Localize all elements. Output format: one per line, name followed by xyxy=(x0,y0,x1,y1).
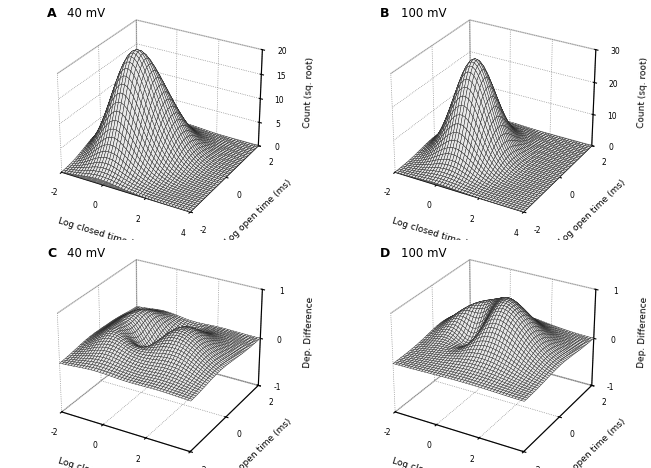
Text: 100 mV: 100 mV xyxy=(401,7,447,20)
Text: D: D xyxy=(380,247,391,260)
Y-axis label: Log open time (ms): Log open time (ms) xyxy=(557,177,627,246)
X-axis label: Log closed time (ms): Log closed time (ms) xyxy=(391,216,484,253)
X-axis label: Log closed time (ms): Log closed time (ms) xyxy=(57,216,151,253)
Text: 40 mV: 40 mV xyxy=(68,7,105,20)
Text: A: A xyxy=(47,7,57,20)
Text: 100 mV: 100 mV xyxy=(401,247,447,260)
Text: 40 mV: 40 mV xyxy=(68,247,105,260)
Text: B: B xyxy=(380,7,390,20)
Y-axis label: Log open time (ms): Log open time (ms) xyxy=(224,417,294,468)
X-axis label: Log closed time (ms): Log closed time (ms) xyxy=(57,456,151,468)
Y-axis label: Log open time (ms): Log open time (ms) xyxy=(557,417,627,468)
X-axis label: Log closed time (ms): Log closed time (ms) xyxy=(391,456,484,468)
Y-axis label: Log open time (ms): Log open time (ms) xyxy=(224,177,294,246)
Text: C: C xyxy=(47,247,56,260)
